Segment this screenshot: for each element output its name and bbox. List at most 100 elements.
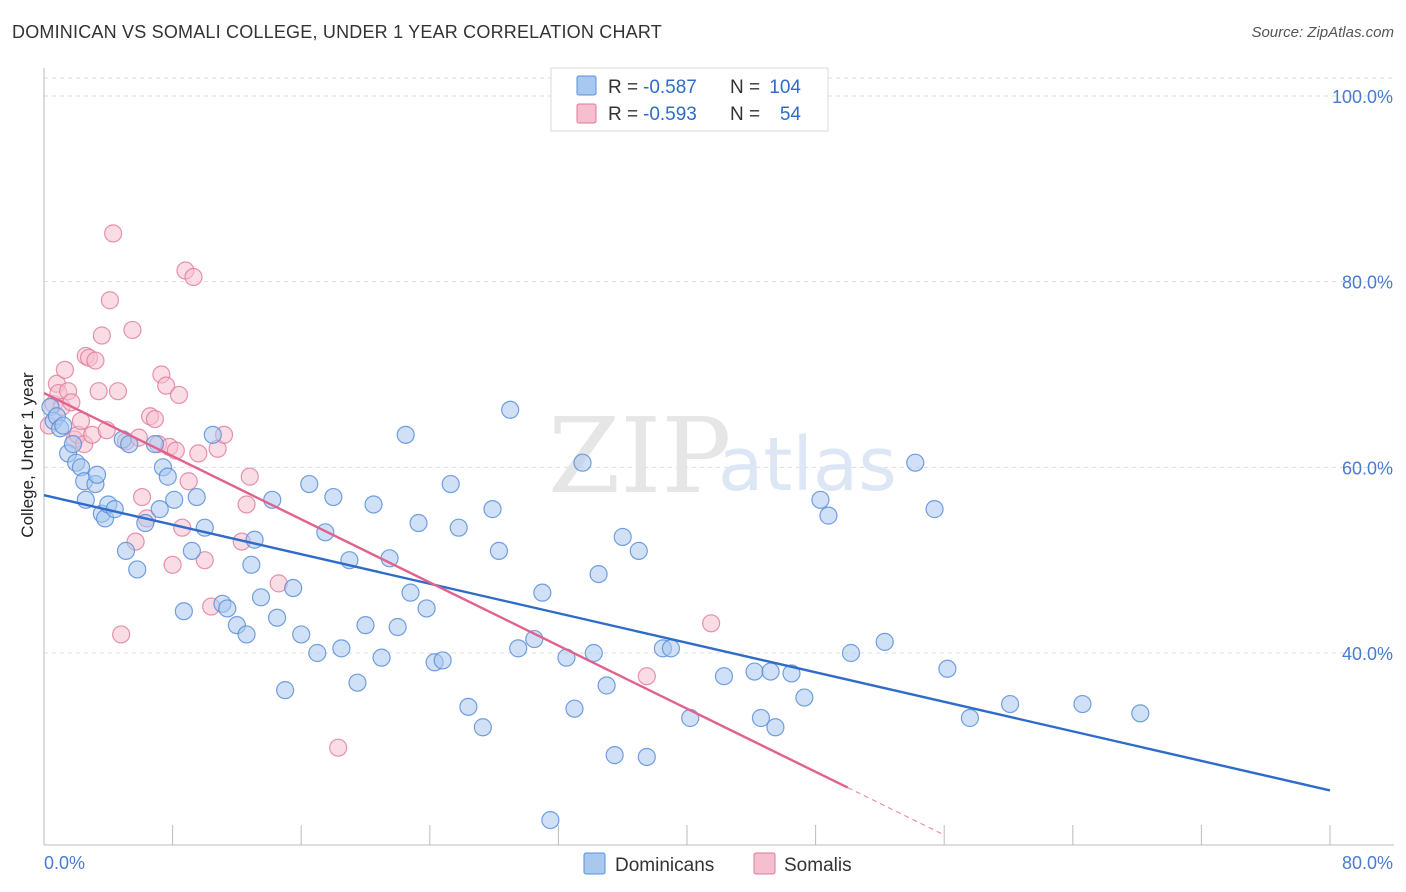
legend-r-label: R = [608, 77, 638, 98]
dominican-trendline [43, 494, 1331, 792]
dominican-point [165, 490, 184, 509]
dominican-point [459, 697, 478, 716]
dominican-point [1131, 704, 1150, 723]
x-tick-labels: 0.0% 80.0% [44, 853, 1393, 873]
dominican-point [533, 583, 552, 602]
somali-point [702, 614, 721, 633]
dominican-point [332, 639, 351, 658]
dominican-point [401, 583, 420, 602]
dominican-point [483, 500, 502, 519]
dominican-point [795, 688, 814, 707]
dominican-point [766, 718, 785, 737]
y-tick-label: 80.0% [1342, 273, 1393, 293]
dominican-point [63, 435, 83, 454]
dominican-point [925, 500, 944, 519]
dominican-point [87, 465, 107, 484]
somali-point [145, 409, 165, 429]
dominican-point [441, 474, 460, 494]
somali-point [189, 444, 208, 463]
dominican-point [409, 513, 428, 533]
dominican-point [364, 495, 383, 514]
somali-point [163, 555, 182, 574]
legend-r-value: -0.587 [643, 77, 697, 98]
dominican-point [819, 506, 838, 525]
dominican-point [584, 643, 603, 663]
bottom-legend-label-dominicans: Dominicans [615, 855, 714, 876]
dominican-point [158, 467, 177, 486]
dominican-point [782, 664, 801, 683]
dominican-point [489, 541, 509, 560]
dominican-point [605, 746, 624, 765]
dominican-point [242, 555, 261, 574]
somali-point [179, 472, 198, 491]
watermark: ZIP atlas [548, 395, 897, 517]
somali-point [237, 495, 256, 514]
somali-point [89, 382, 108, 401]
dominican-point [573, 453, 592, 472]
legend-n-label: N = [730, 104, 760, 125]
bottom-legend-label-somalis: Somalis [784, 855, 852, 876]
dominican-point [237, 625, 256, 644]
watermark-atlas: atlas [718, 422, 897, 508]
dominican-point [348, 673, 367, 692]
somali-point [55, 360, 74, 379]
somali-point [329, 738, 348, 757]
y-tick-labels: 40.0% 60.0% 80.0% 100.0% [1332, 87, 1393, 664]
dominican-point [182, 541, 201, 560]
bottom-legend-swatch-somalis [753, 852, 776, 875]
dominican-point [54, 416, 73, 435]
dominican-point [276, 681, 295, 700]
bottom-legend-swatch-dominicans [583, 852, 606, 875]
dominican-point [449, 518, 468, 537]
dominican-point [509, 639, 528, 658]
y-tick-label: 40.0% [1342, 644, 1393, 664]
dominican-point [629, 541, 648, 560]
trendlines [43, 391, 1331, 836]
dominican-point [661, 639, 681, 658]
somali-point [92, 326, 111, 345]
dominican-point [1073, 694, 1092, 714]
dominican-point [960, 708, 980, 728]
dominican-point [613, 527, 632, 547]
axes [43, 68, 1394, 846]
dominican-point [714, 667, 734, 686]
somali-point [184, 267, 203, 287]
dominican-point [300, 474, 319, 494]
top-legend: R = -0.587 N = 104 R = -0.593 N = 54 [550, 67, 829, 132]
dominican-point [745, 662, 764, 681]
legend-r-value: -0.593 [643, 104, 697, 125]
dominican-point [589, 564, 608, 584]
somali-point [195, 551, 214, 570]
somali-point [169, 385, 189, 405]
legend-n-value: 104 [769, 77, 801, 98]
dominican-point [565, 699, 584, 718]
dominican-point [751, 708, 771, 728]
somali-point [240, 467, 259, 486]
dominican-point [380, 549, 399, 568]
legend-swatch-dominicans [576, 75, 597, 96]
dominican-point [541, 810, 560, 830]
dominican-point [388, 617, 407, 637]
dominican-point [761, 662, 780, 681]
bottom-legend: Dominicans Somalis [583, 852, 852, 876]
somali-trendline-extension [847, 787, 945, 836]
dominican-point [841, 643, 861, 663]
dominican-point [116, 541, 136, 560]
dominican-point [906, 453, 925, 472]
legend-n-value: 54 [780, 104, 802, 125]
somali-point [86, 351, 105, 370]
legend-box [550, 67, 829, 132]
dominican-point [203, 425, 222, 444]
y-tick-label: 60.0% [1342, 458, 1393, 478]
somali-point [100, 291, 120, 310]
dominican-point [1001, 694, 1020, 714]
x-tick-label-min: 0.0% [44, 853, 85, 873]
y-tick-label: 100.0% [1332, 87, 1393, 107]
dominican-point [284, 578, 303, 598]
dominican-point [308, 643, 327, 663]
dominican-point [433, 651, 452, 670]
dominican-point [473, 718, 492, 737]
dominican-points [41, 397, 1150, 830]
dominican-point [267, 608, 287, 627]
